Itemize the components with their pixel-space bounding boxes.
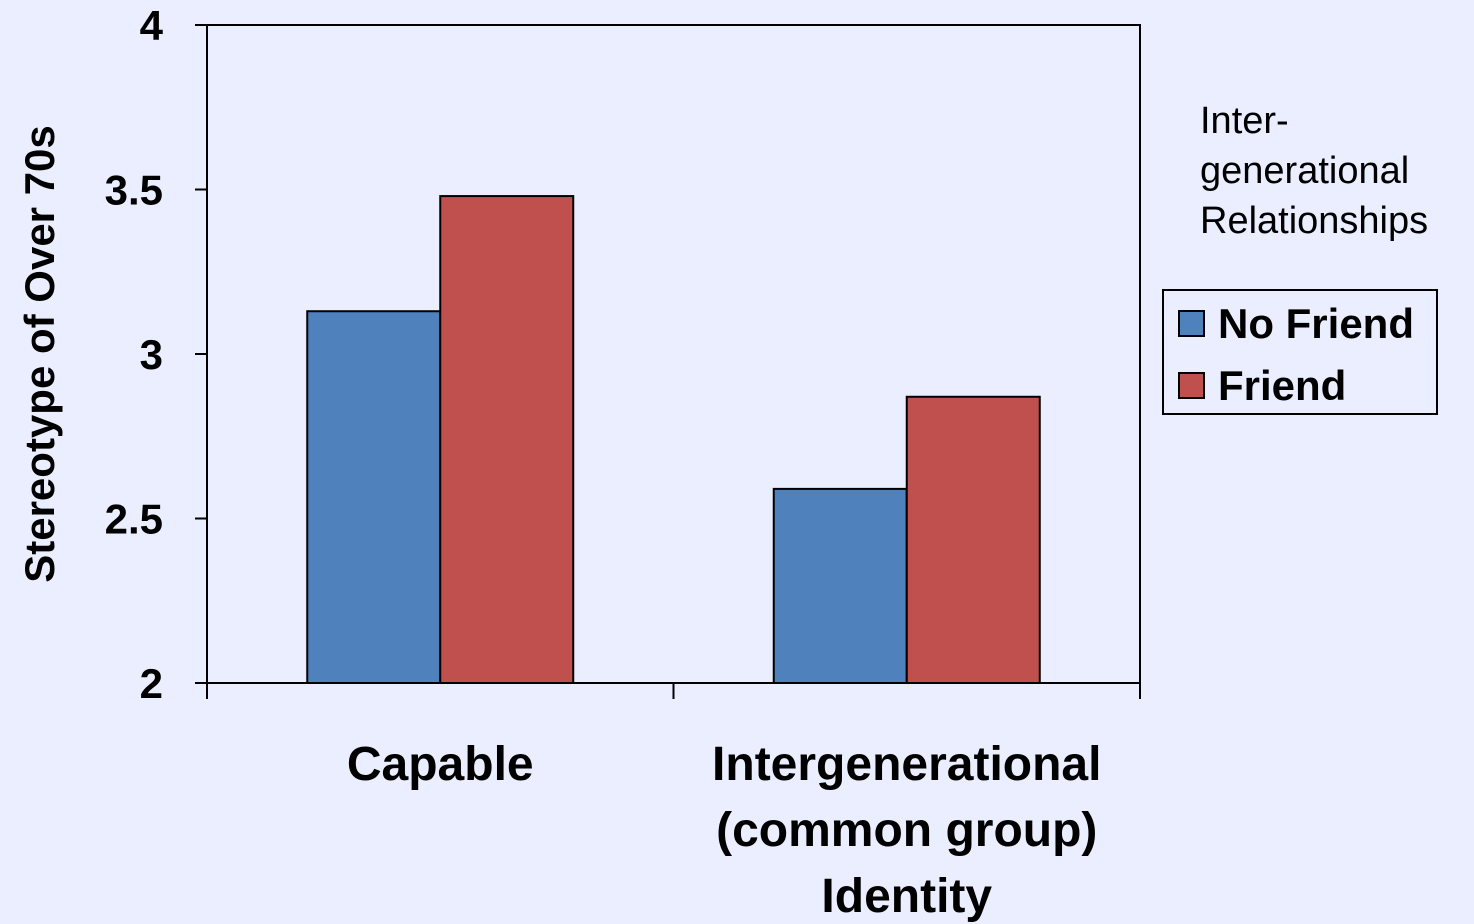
x-category-label: Intergenerational (common group) Identity — [712, 738, 1101, 923]
legend-label: No Friend — [1218, 300, 1414, 347]
legend-swatch — [1178, 372, 1205, 399]
legend-swatch — [1178, 310, 1205, 337]
y-axis-title: Stereotype of Over 70s — [16, 125, 63, 583]
legend-title: Inter-generational Relationships — [1200, 100, 1428, 242]
y-tick-label: 3.5 — [105, 167, 163, 214]
legend-box — [1162, 289, 1438, 415]
y-axis: 2 2.5 3 3.5 4 — [105, 2, 208, 707]
x-category-label-line: Identity — [821, 870, 992, 923]
legend-title-line: Inter- — [1200, 100, 1289, 142]
x-category-label-line: Intergenerational — [712, 738, 1101, 791]
legend-label: Friend — [1218, 362, 1346, 409]
y-tick-label: 2.5 — [105, 496, 163, 543]
x-category-label-line: (common group) — [716, 804, 1097, 857]
legend-title-line: Relationships — [1200, 200, 1428, 242]
bar-friend — [439, 195, 575, 685]
y-tick-label: 3 — [140, 331, 163, 378]
x-category-label: Capable — [347, 738, 534, 791]
bars — [306, 195, 1041, 685]
legend: No Friend Friend — [1162, 289, 1438, 415]
y-tick-label: 2 — [140, 660, 163, 707]
bar-no-friend — [772, 487, 908, 685]
y-tick-label: 4 — [140, 2, 164, 49]
x-axis: Capable Intergenerational (common group) Id… — [206, 682, 1141, 923]
bar-no-friend — [306, 310, 442, 684]
legend-title-line: generational — [1200, 150, 1409, 192]
bar-friend — [905, 395, 1041, 684]
x-category-label-line: Capable — [347, 738, 534, 791]
